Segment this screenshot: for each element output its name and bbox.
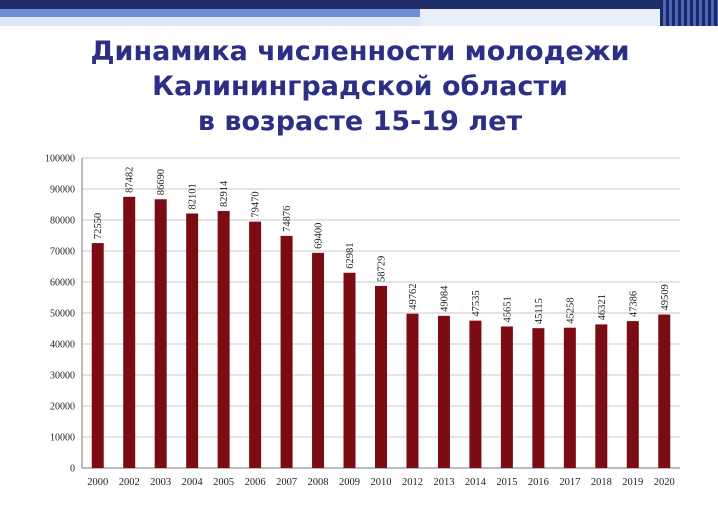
x-tick-label: 2008 — [308, 477, 329, 488]
data-label-2014: 47535 — [471, 290, 482, 316]
data-label-2000: 72550 — [93, 213, 104, 239]
y-tick-label: 30000 — [50, 371, 75, 382]
bar-2017 — [563, 327, 576, 468]
data-label-2004: 82101 — [188, 183, 199, 209]
gridlines — [82, 157, 680, 469]
data-label-2020: 49509 — [660, 284, 671, 310]
data-labels: 72550 87482 86690 82101 82914 79470 74876 69400… — [93, 167, 671, 325]
header-band-right-panel — [420, 9, 718, 26]
y-tick-label: 60000 — [50, 278, 75, 289]
x-axis-ticks: 2000 2002 2003 2004 2005 2006 2007 2008 2009 2010… — [87, 477, 675, 488]
x-tick-label: 2003 — [150, 477, 171, 488]
y-axis-ticks: 0 10000 20000 30000 40000 50000 60000 70000 8000… — [45, 154, 75, 475]
bar-2006 — [249, 221, 262, 468]
x-tick-label: 2009 — [339, 477, 360, 488]
x-tick-label: 2004 — [182, 477, 204, 488]
title-line-1: Динамика численности молодежи — [90, 36, 630, 67]
x-tick-label: 2015 — [496, 477, 517, 488]
bar-2007 — [280, 235, 293, 468]
x-tick-label: 2014 — [465, 477, 487, 488]
data-label-2019: 47386 — [628, 291, 639, 317]
bar-chart: 0 10000 20000 30000 40000 50000 60000 70000 8000… — [45, 154, 680, 488]
y-tick-label: 90000 — [50, 185, 75, 196]
bar-2018 — [595, 324, 608, 468]
header-band-corner-stripes — [660, 0, 718, 26]
y-tick-label: 80000 — [50, 216, 75, 227]
x-tick-label: 2019 — [622, 477, 643, 488]
bar-2019 — [626, 321, 639, 468]
data-label-2009: 62981 — [345, 243, 356, 269]
data-label-2003: 86690 — [156, 169, 167, 195]
data-label-2002: 87482 — [125, 167, 136, 193]
y-tick-label: 20000 — [50, 402, 75, 413]
bar-2015 — [500, 326, 513, 468]
x-tick-label: 2010 — [371, 477, 392, 488]
bar-2012 — [406, 313, 419, 468]
data-label-2010: 58729 — [377, 256, 388, 282]
bar-2013 — [437, 315, 450, 468]
bar-2009 — [343, 272, 356, 468]
data-label-2006: 79470 — [251, 191, 262, 217]
x-tick-label: 2016 — [528, 477, 549, 488]
data-label-2015: 45651 — [502, 296, 513, 322]
data-label-2007: 74876 — [282, 206, 293, 232]
bar-2002 — [123, 196, 136, 469]
x-tick-label: 2018 — [591, 477, 612, 488]
y-tick-label: 70000 — [50, 247, 75, 258]
bar-2020 — [658, 314, 671, 468]
bar-2004 — [186, 213, 199, 468]
y-tick-label: 0 — [70, 464, 75, 475]
header-band-navy — [0, 0, 718, 9]
header-band-blue — [0, 9, 718, 17]
data-label-2012: 49762 — [408, 283, 419, 309]
y-tick-label: 100000 — [45, 154, 75, 165]
bar-2008 — [312, 252, 325, 468]
bar-2014 — [469, 320, 482, 468]
slide-title: Динамика численности молодежи Калинингра… — [60, 34, 660, 139]
title-line-3: в возрасте 15-19 лет — [197, 106, 523, 137]
header-band-light — [0, 17, 718, 26]
x-tick-label: 2005 — [213, 477, 234, 488]
data-label-2008: 69400 — [314, 223, 325, 249]
data-label-2018: 46321 — [597, 294, 608, 320]
bar-2005 — [217, 210, 230, 468]
x-tick-label: 2012 — [402, 477, 423, 488]
slide-header-band — [0, 0, 718, 26]
bar-2010 — [375, 285, 387, 468]
data-label-2017: 45258 — [565, 297, 576, 323]
title-line-2: Калининградской области — [152, 71, 568, 102]
y-tick-label: 40000 — [50, 340, 75, 351]
x-tick-label: 2020 — [654, 477, 675, 488]
x-tick-label: 2002 — [119, 477, 140, 488]
bar-2000 — [91, 243, 104, 468]
y-tick-label: 50000 — [50, 309, 75, 320]
x-tick-label: 2013 — [433, 477, 454, 488]
x-tick-label: 2007 — [276, 477, 297, 488]
bars — [91, 196, 671, 469]
data-label-2013: 49084 — [439, 285, 450, 312]
y-tick-label: 10000 — [50, 433, 75, 444]
bar-2003 — [154, 199, 167, 469]
x-tick-label: 2000 — [87, 477, 108, 488]
x-tick-label: 2017 — [559, 477, 580, 488]
x-tick-label: 2006 — [245, 477, 266, 488]
bar-2016 — [532, 328, 545, 468]
data-label-2016: 45115 — [534, 298, 545, 324]
data-label-2005: 82914 — [219, 180, 230, 207]
